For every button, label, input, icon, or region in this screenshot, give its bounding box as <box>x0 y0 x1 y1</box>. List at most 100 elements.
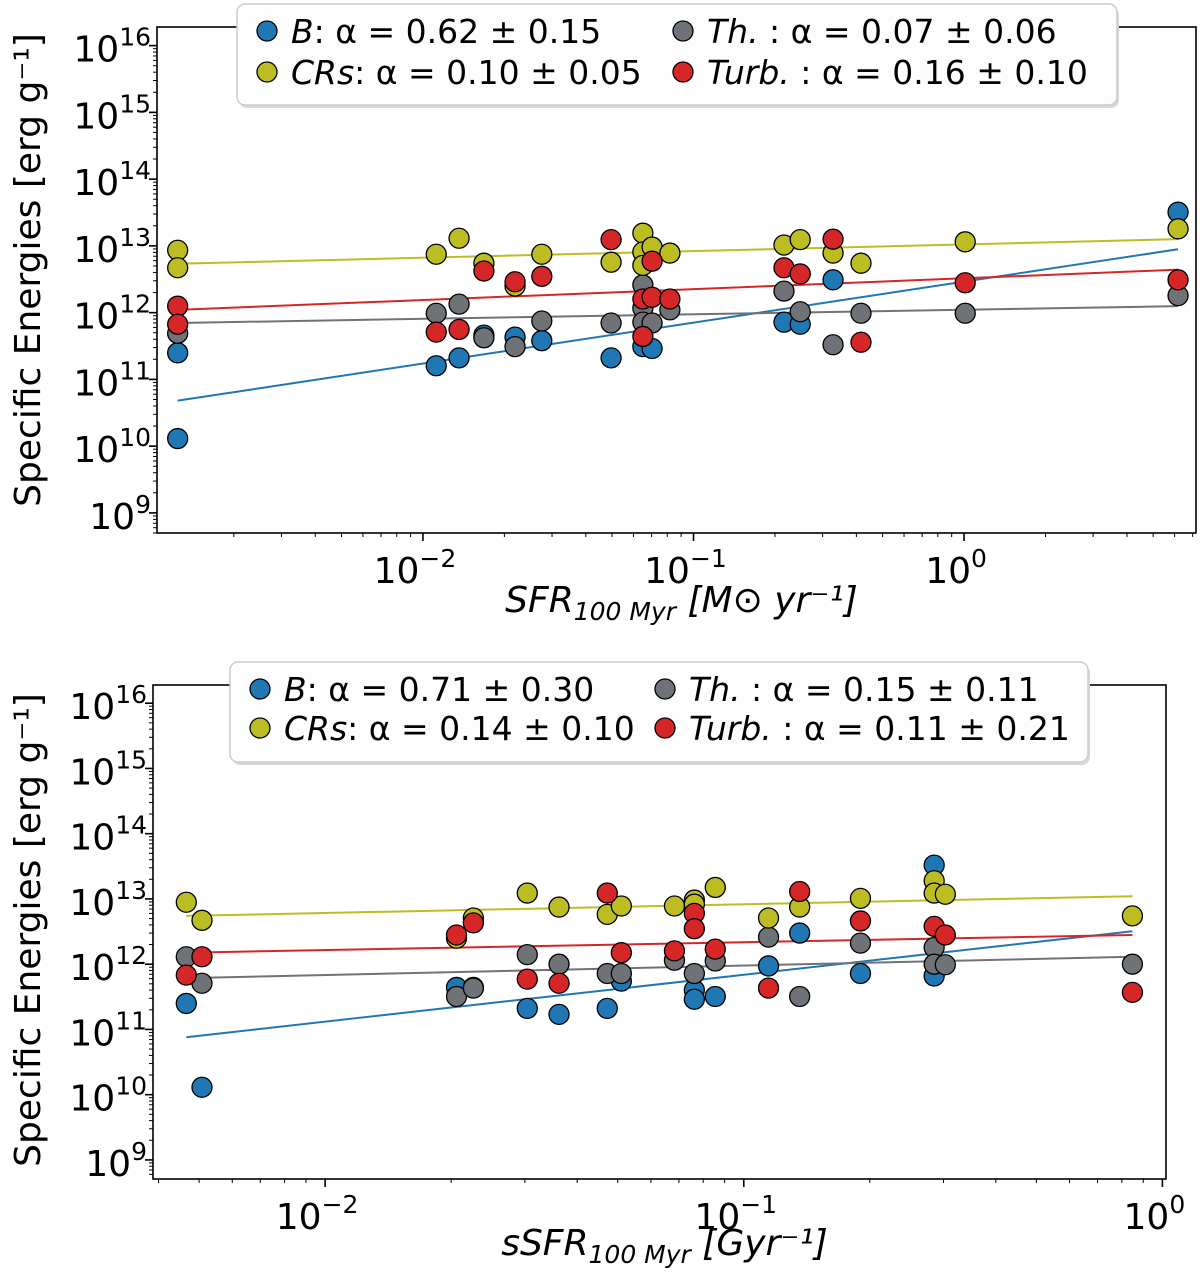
y-tick-label: 1010 <box>73 423 151 471</box>
data-point-crs <box>659 242 681 264</box>
data-point-turb <box>954 272 976 294</box>
data-point-b <box>822 269 844 291</box>
x-axis-label-subscript: 100 Myr <box>574 597 678 626</box>
y-tick-exponent: 14 <box>115 811 147 840</box>
y-tick-base: 10 <box>73 163 119 204</box>
data-point-turb <box>850 331 872 353</box>
data-point-crs <box>850 252 872 274</box>
data-point-turb <box>167 295 189 317</box>
data-point-b <box>531 330 553 352</box>
data-point-crs <box>789 228 811 251</box>
data-point-turb <box>849 910 872 932</box>
y-tick-exponent: 15 <box>115 745 147 774</box>
y-axis-label: Specific Energies [erg g⁻¹] <box>8 693 49 1167</box>
data-point-th <box>849 932 872 954</box>
y-tick-label: 1013 <box>69 876 147 924</box>
x-tick-exponent: −2 <box>419 544 456 573</box>
legend-series-stats: : α = 0.15 ± 0.11 <box>741 670 1039 709</box>
legend-series-name: B <box>284 670 307 709</box>
legend-series-stats: : α = 0.10 ± 0.05 <box>354 53 642 92</box>
x-tick-base: 10 <box>1124 1197 1170 1238</box>
y-tick-base: 10 <box>69 818 115 859</box>
x-tick-exponent: 0 <box>1169 1190 1185 1219</box>
data-point-th <box>789 301 811 323</box>
data-point-crs <box>704 876 726 899</box>
x-tick-exponent: −1 <box>740 1190 777 1219</box>
data-point-th <box>462 977 485 999</box>
x-tick-label: 10−1 <box>694 1190 777 1238</box>
data-point-th <box>473 327 495 349</box>
data-point-turb <box>789 263 811 285</box>
x-tick-base: 10 <box>694 1197 740 1238</box>
y-tick-base: 10 <box>73 96 119 137</box>
data-point-turb <box>462 912 485 934</box>
data-point-b <box>789 922 811 944</box>
legend-series-stats: : α = 0.07 ± 0.06 <box>759 12 1057 51</box>
data-point-b <box>849 962 872 985</box>
y-tick-exponent: 9 <box>131 1137 147 1166</box>
data-point-turb <box>934 924 956 946</box>
data-point-th <box>600 312 622 334</box>
legend-entry-turb: Turb. : α = 0.11 ± 0.21 <box>689 709 1070 748</box>
data-point-th <box>548 953 570 975</box>
data-point-crs <box>600 251 622 273</box>
legend-entry-crs: CRs: α = 0.10 ± 0.05 <box>291 53 642 92</box>
data-point-th <box>789 985 811 1008</box>
data-point-b <box>596 997 618 1020</box>
legend-entry-th: Th. : α = 0.07 ± 0.06 <box>707 12 1057 51</box>
data-point-th <box>683 962 705 985</box>
y-tick-base: 10 <box>69 752 115 793</box>
data-point-th <box>934 954 956 976</box>
x-tick-label: 10−2 <box>374 544 457 592</box>
legend-marker-turb <box>654 717 676 739</box>
legend-series-name: Turb. <box>689 709 772 748</box>
x-tick-base: 10 <box>374 551 420 592</box>
legend-entry-th: Th. : α = 0.15 ± 0.11 <box>689 670 1039 709</box>
data-point-th <box>448 293 470 315</box>
y-tick-exponent: 10 <box>115 1072 147 1101</box>
legend-series-stats: : α = 0.11 ± 0.21 <box>772 709 1070 748</box>
legend-series-stats: : α = 0.16 ± 0.10 <box>790 53 1088 92</box>
data-point-th <box>516 943 538 966</box>
y-tick-label: 1010 <box>69 1072 147 1120</box>
x-tick-exponent: −2 <box>322 1190 359 1219</box>
data-point-b <box>167 342 189 364</box>
y-tick-base: 10 <box>73 430 119 471</box>
y-tick-base: 10 <box>73 230 119 271</box>
x-tick-label: 10−1 <box>644 544 727 592</box>
y-axis-label: Specific Energies [erg g⁻¹] <box>8 33 49 507</box>
y-tick-base: 10 <box>69 948 115 989</box>
y-tick-exponent: 16 <box>119 23 151 52</box>
data-point-crs <box>548 896 570 918</box>
y-tick-base: 10 <box>69 883 115 924</box>
data-point-b <box>757 955 780 977</box>
x-axis-label-main: SFR <box>505 580 574 621</box>
data-point-crs <box>954 231 976 253</box>
y-tick-label: 1012 <box>73 290 151 338</box>
legend-box <box>236 3 1118 106</box>
data-point-b <box>683 988 705 1010</box>
data-point-turb <box>641 250 663 272</box>
chart-1: 10−2 10−1 10010910101011101210131014101510… <box>8 3 1197 626</box>
data-point-turb <box>600 228 622 251</box>
data-point-th <box>610 962 632 985</box>
data-point-turb <box>1121 981 1144 1004</box>
x-axis-label-main: sSFR <box>501 1223 588 1264</box>
legend-marker-th <box>672 20 694 42</box>
x-tick-base: 10 <box>644 551 690 592</box>
data-point-crs <box>663 895 686 917</box>
y-tick-label: 109 <box>85 1137 147 1185</box>
data-point-th <box>850 302 872 324</box>
data-point-turb <box>175 964 197 986</box>
legend-entry-b: B: α = 0.62 ± 0.15 <box>291 12 601 51</box>
data-point-th <box>757 926 780 948</box>
data-point-turb <box>789 880 811 903</box>
data-point-crs <box>849 887 872 910</box>
legend-series-name: Turb. <box>707 53 790 92</box>
y-tick-base: 10 <box>73 363 119 404</box>
legend-marker-b <box>249 678 271 700</box>
data-point-crs <box>531 243 553 265</box>
data-point-crs <box>167 257 189 279</box>
x-tick-label: 10−2 <box>276 1190 359 1238</box>
